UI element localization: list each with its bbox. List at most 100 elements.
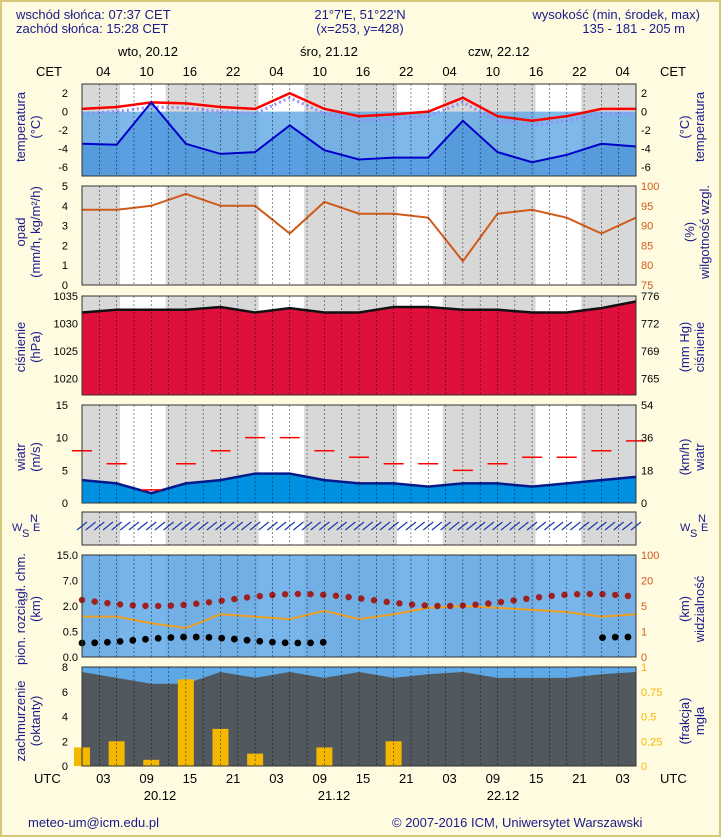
wind-tick-left: 5: [62, 465, 68, 477]
compass-n-left: N: [30, 513, 38, 525]
wind-arrow: [206, 521, 218, 531]
wind-arrow: [604, 521, 616, 531]
wind-arrow: [552, 521, 564, 531]
sunrise-text: wschód słońca: 07:37 CET: [16, 7, 171, 22]
vis-left-label: pion. rozciągł. chm. (km): [0, 553, 108, 665]
cloud-top-dot: [396, 600, 403, 607]
cloud-tick-left: 4: [62, 712, 68, 724]
temp-left-label: temperatura (°C): [0, 92, 78, 162]
bottom-hour-label: 15: [183, 771, 197, 786]
wind-arrow: [171, 521, 183, 531]
humidity-tick-right: 95: [641, 201, 653, 213]
precip-left-unit: (mm/h, kg/m²/h): [28, 186, 43, 278]
vis-tick-left: 0.0: [63, 652, 78, 664]
top-hour-label: 10: [139, 64, 153, 79]
compass-s-right: S: [690, 528, 697, 540]
precip-left-label: opad (mm/h, kg/m²/h): [0, 186, 98, 278]
cloud-base-dot: [154, 634, 162, 642]
precip-tick-left: 0: [62, 280, 68, 292]
vis-tick-left: 15.0: [57, 550, 78, 562]
day-band-precip-3: [535, 186, 582, 285]
humidity-tick-right: 85: [641, 240, 653, 252]
grid-text: (x=253, y=428): [316, 21, 404, 36]
vis-right-unit: (km): [677, 596, 692, 622]
fog-tick-right: 0: [641, 761, 647, 773]
top-hour-label: 16: [356, 64, 370, 79]
cloud-left-title: zachmurzenie: [13, 680, 28, 762]
cloud-top-dot: [459, 602, 467, 609]
cloud-left-label: zachmurzenie (oktanty): [0, 681, 88, 762]
pressure-right-unit: (mm Hg): [677, 321, 692, 373]
top-hour-label: 22: [226, 64, 240, 79]
pressure-tick-right: 772: [641, 319, 659, 331]
cloud-top-dot: [142, 602, 149, 610]
top-day-label: czw, 22.12: [468, 44, 529, 59]
precip-right-title: wilgotność wzgl.: [697, 185, 712, 279]
wind-arrow: [102, 521, 114, 531]
cloud-top-dot: [434, 602, 441, 610]
cloud-top-dot: [446, 602, 454, 610]
bottom-axis-tz-left: UTC: [34, 771, 61, 786]
bottom-axis-tz-right: UTC: [660, 771, 687, 786]
humidity-tick-right: 100: [641, 181, 659, 193]
temp-tick-left: 0: [62, 107, 68, 119]
cloud-top-dot: [320, 591, 327, 598]
panel-border-press: [81, 295, 637, 396]
cloud-right-label: (frakcja) mgła: [642, 698, 721, 745]
vis-tick-right: 5: [641, 601, 647, 613]
cloud-top-dot: [294, 590, 302, 598]
wind-arrow: [293, 521, 304, 531]
humidity-line: [82, 192, 637, 263]
vis-tick-left: 7.0: [63, 576, 78, 588]
bottom-hour-label: 03: [615, 771, 629, 786]
day-band-dir-1: [258, 512, 305, 545]
fog-tick-right: 0.75: [641, 687, 662, 699]
top-hour-label: 04: [442, 64, 456, 79]
precip-tick-left: 3: [62, 221, 68, 233]
cloud-top-dot: [624, 592, 632, 600]
cloud-top-dot: [472, 601, 479, 608]
wind-arrow: [310, 521, 322, 531]
bottom-hour-label: 09: [139, 771, 153, 786]
temp-tick-right: 0: [641, 107, 647, 119]
bottom-hour-label: 21: [399, 771, 413, 786]
temp-tick-right: -6: [641, 162, 651, 174]
vis-tick-left: 2.0: [63, 601, 78, 613]
cloud-right-unit: (frakcja): [677, 697, 692, 745]
top-axis-tz-right: CET: [660, 64, 686, 79]
day-band-precip-0: [120, 186, 166, 285]
wind-arrow: [362, 521, 374, 531]
cloud-top-dot: [129, 602, 136, 609]
cloud-top-dot: [218, 597, 225, 604]
wind-arrow: [466, 521, 477, 531]
cloud-top-dot: [193, 600, 200, 607]
wind-arrow: [570, 521, 581, 531]
cloud-top-dot: [307, 590, 314, 598]
precip-bar: [108, 741, 125, 766]
pressure-tick-left: 1025: [54, 346, 78, 358]
wind-arrow: [275, 521, 287, 531]
precip-tick-left: 1: [62, 260, 68, 272]
cloud-tick-left: 8: [62, 662, 68, 674]
temp-tick-left: -2: [58, 125, 68, 137]
bottom-hour-label: 15: [356, 771, 370, 786]
wind-arrow: [500, 521, 512, 531]
sunset-text: zachód słońca: 15:28 CET: [16, 21, 169, 36]
wind-right-title: wiatr: [692, 443, 707, 471]
wind-arrow: [327, 521, 339, 531]
temp-right-title: temperatura: [692, 91, 707, 163]
cloud-base-dot: [281, 639, 289, 647]
vis-left-title: pion. rozciągł. chm.: [13, 553, 28, 665]
footer-copyright: © 2007-2016 ICM, Uniwersytet Warszawski: [392, 815, 643, 830]
temp-tick-right: 2: [641, 88, 647, 100]
footer-email[interactable]: meteo-um@icm.edu.pl: [28, 815, 159, 830]
vis-tick-right: 1: [641, 627, 647, 639]
bottom-date-label: 21.12: [318, 788, 351, 803]
cloud-right-title: mgła: [692, 706, 707, 736]
pressure-right-label: (mm Hg) ciśnienie: [642, 322, 721, 373]
bottom-date-label: 22.12: [487, 788, 520, 803]
wind-arrow: [137, 521, 148, 531]
pressure-left-title: ciśnienie: [13, 321, 28, 373]
wind-arrow: [241, 521, 252, 531]
bottom-hour-label: 09: [486, 771, 500, 786]
